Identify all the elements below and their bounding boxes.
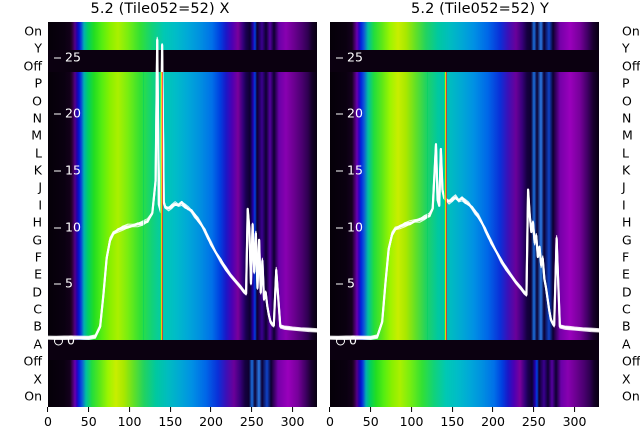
band-gap-upper — [48, 50, 317, 72]
category-label-e-14: E — [34, 266, 42, 282]
category-axis-right: On Y Off P O N M L K J I H G F E D C B A Off X On — [602, 22, 640, 407]
category-label-e-14: E — [622, 266, 630, 282]
x-tick-300: 300 — [281, 407, 304, 429]
striation-line — [427, 72, 428, 340]
striation-line — [143, 72, 144, 340]
x-tick-150: 150 — [158, 407, 182, 429]
category-label-off-19: Off — [23, 353, 42, 369]
x-tick-100: 100 — [400, 407, 423, 429]
band-gap-lower — [330, 340, 599, 360]
striation-line — [445, 72, 446, 340]
x-tick-50: 50 — [81, 407, 97, 429]
category-label-j-9: J — [38, 179, 42, 195]
category-label-off-2: Off — [23, 58, 42, 74]
category-label-g-12: G — [622, 232, 632, 248]
panel-y-title: 5.2 (Tile052=52) Y — [411, 1, 549, 17]
panel-x-title: 5.2 (Tile052=52) X — [90, 1, 230, 17]
panel-y: 5.2 (Tile052=52) Y On Y Off P O N M L K J I H G F E D C B… — [320, 0, 640, 440]
category-label-n-5: N — [622, 110, 632, 126]
x-tick-0: 0 — [326, 407, 334, 429]
band-gap-lower — [48, 340, 317, 360]
x-tick-100: 100 — [118, 407, 141, 429]
striation-line — [160, 72, 161, 340]
category-label-i-10: I — [38, 197, 42, 213]
category-label-j-9: J — [622, 179, 626, 195]
category-label-a-18: A — [622, 336, 631, 352]
category-label-c-16: C — [622, 301, 631, 317]
waveform-trace-x — [48, 36, 317, 341]
striation-line — [162, 72, 163, 340]
plot-area-x[interactable]: 0 5 10 15 20 25 — [48, 22, 317, 407]
x-tick-250: 250 — [522, 407, 546, 429]
category-label-f-13: F — [622, 249, 630, 265]
panel-x: 5.2 (Tile052=52) X Dipole OnYOffPONMLKJI… — [4, 1, 317, 440]
category-label-on-21: On — [24, 388, 42, 404]
category-label-g-12: G — [32, 232, 42, 248]
category-label-h-11: H — [32, 214, 42, 230]
category-label-m-6: M — [31, 127, 42, 143]
striation-line — [161, 72, 162, 340]
category-label-k-8: K — [33, 162, 42, 178]
x-tick-0: 0 — [44, 407, 52, 429]
category-label-y-1: Y — [34, 40, 42, 56]
category-label-l-7: L — [622, 145, 629, 161]
x-tick-250: 250 — [240, 407, 264, 429]
category-label-off-2: Off — [622, 58, 640, 74]
category-label-c-16: C — [33, 301, 42, 317]
x-tick-200: 200 — [481, 407, 505, 429]
category-label-on-0: On — [622, 23, 640, 39]
category-label-y-1: Y — [622, 40, 630, 56]
category-label-off-19: Off — [622, 353, 640, 369]
category-label-h-11: H — [622, 214, 632, 230]
category-label-b-17: B — [33, 318, 42, 334]
category-label-on-21: On — [622, 388, 640, 404]
category-label-on-0: On — [24, 23, 42, 39]
category-label-d-15: D — [622, 284, 632, 300]
band-bottom — [48, 360, 317, 407]
x-tick-200: 200 — [199, 407, 223, 429]
x-tick-150: 150 — [440, 407, 464, 429]
plot-area-y[interactable]: 0 5 10 15 20 25 — [330, 22, 599, 407]
x-axis-left: 0 50 100 150 200 250 300 — [44, 407, 317, 440]
waveform-trace-y — [330, 143, 599, 341]
category-label-b-17: B — [622, 318, 631, 334]
band-top — [48, 22, 317, 50]
category-label-n-5: N — [32, 110, 42, 126]
band-gap-upper — [330, 50, 599, 72]
category-label-p-3: P — [622, 75, 630, 91]
striation-line — [446, 72, 447, 340]
category-label-l-7: L — [35, 145, 42, 161]
band-bottom — [330, 360, 599, 407]
band-top — [330, 22, 599, 50]
category-label-k-8: K — [622, 162, 631, 178]
striation-line — [444, 72, 445, 340]
category-label-x-20: X — [33, 371, 42, 387]
category-label-x-20: X — [622, 371, 631, 387]
category-label-i-10: I — [622, 197, 626, 213]
x-tick-50: 50 — [363, 407, 379, 429]
category-label-f-13: F — [34, 249, 42, 265]
x-axis-right: 0 50 100 150 200 250 300 — [326, 407, 599, 440]
category-axis-left: On Y Off P O N M L K J I H G F E D C B A Off X On — [4, 22, 44, 407]
category-label-d-15: D — [32, 284, 42, 300]
x-tick-300: 300 — [563, 407, 586, 429]
category-label-p-3: P — [34, 75, 42, 91]
category-label-m-6: M — [622, 127, 633, 143]
category-label-o-4: O — [622, 93, 632, 109]
category-label-o-4: O — [32, 93, 42, 109]
category-label-a-18: A — [33, 336, 42, 352]
